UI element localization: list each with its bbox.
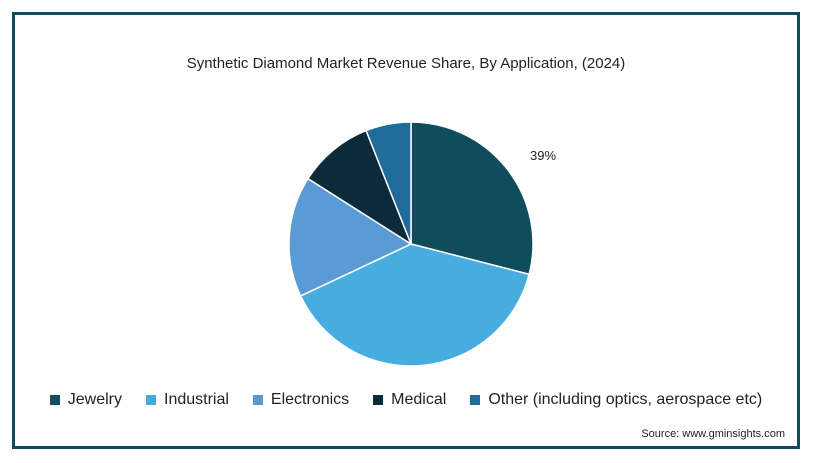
pie-chart: 39%: [288, 121, 556, 367]
legend-item-electronics: Electronics: [252, 391, 350, 409]
legend-item-medical: Medical: [373, 391, 446, 409]
legend-item-industrial: Industrial: [146, 391, 229, 409]
pie-slice-medical: [306, 129, 413, 246]
data-label-industrial: 39%: [530, 148, 556, 163]
legend-swatch-medical: [373, 395, 384, 405]
legend-swatch-industrial: [146, 395, 156, 405]
legend-item-other: Other (including optics, aerospace etc): [470, 391, 762, 409]
legend: Jewelry Industrial Electronics Medical O…: [15, 391, 797, 409]
pie-slice-jewelry: [410, 121, 534, 276]
legend-label-medical: Medical: [391, 391, 447, 408]
legend-label-electronics: Electronics: [270, 391, 350, 408]
source-note: Source: www.gminsights.com: [641, 428, 785, 440]
pie-slice-industrial: [299, 243, 531, 367]
legend-label-other: Other (including optics, aerospace etc): [488, 391, 763, 408]
legend-swatch-other: [470, 395, 481, 405]
pie-slice-electronics: [288, 177, 413, 297]
chart-frame: Synthetic Diamond Market Revenue Share, …: [12, 12, 800, 449]
legend-swatch-electronics: [252, 395, 263, 405]
chart-title: Synthetic Diamond Market Revenue Share, …: [186, 55, 626, 72]
pie-slice-other: [365, 121, 412, 245]
legend-label-jewelry: Jewelry: [67, 391, 122, 408]
legend-item-jewelry: Jewelry: [49, 391, 122, 409]
legend-label-industrial: Industrial: [164, 391, 229, 408]
legend-swatch-jewelry: [49, 395, 60, 405]
